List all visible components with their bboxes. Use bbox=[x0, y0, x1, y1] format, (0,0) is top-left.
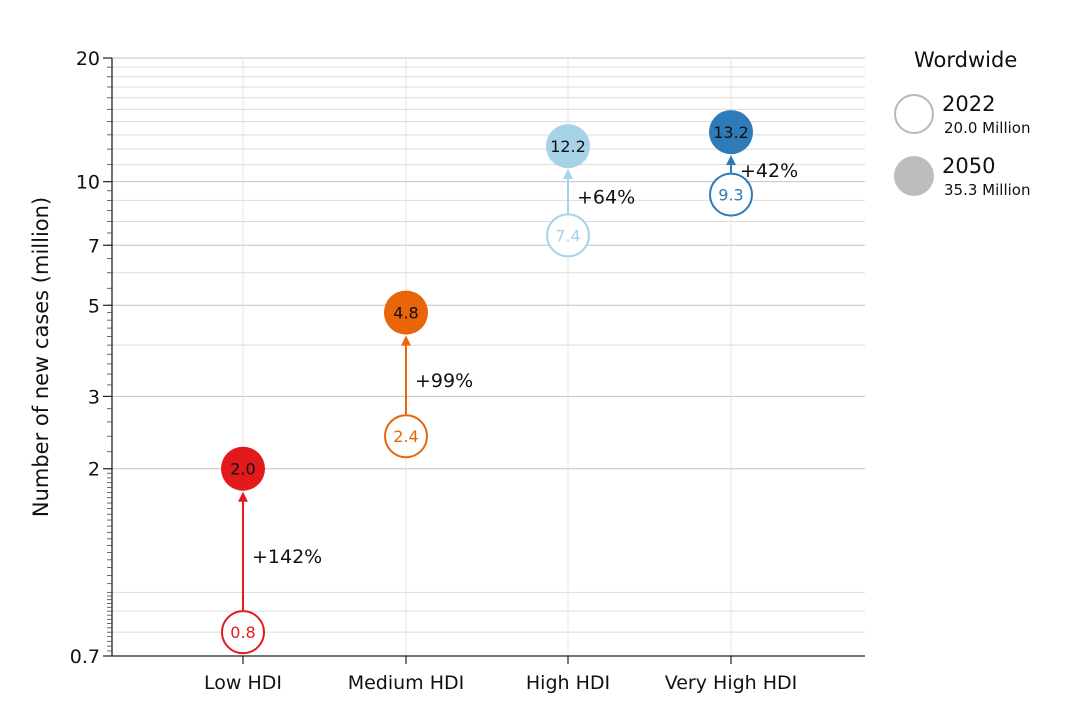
legend-total: 20.0 Million bbox=[944, 119, 1031, 137]
point-2050 bbox=[221, 446, 265, 491]
y-tick-label: 10 bbox=[76, 172, 100, 194]
change-arrow-head bbox=[401, 335, 411, 346]
legend-title: Wordwide bbox=[914, 48, 1018, 72]
legend-total: 35.3 Million bbox=[944, 181, 1031, 199]
y-tick-labels: 0.7 2 3 5 7 10 20 bbox=[70, 48, 100, 668]
category-group: 7.4 12.2 +64% bbox=[546, 124, 635, 258]
label-2050: 13.2 bbox=[713, 123, 749, 142]
y-axis-label: Number of new cases (million) bbox=[29, 197, 53, 517]
category-group: 2.4 4.8 +99% bbox=[384, 290, 473, 459]
y-tick-label: 3 bbox=[88, 386, 100, 408]
y-tick-label: 20 bbox=[76, 48, 100, 70]
label-2050: 12.2 bbox=[550, 137, 586, 156]
data-marks: 0.8 2.0 +142% 2.4 4.8 +99% 7.4 12.2 +64% 9.3 13.2 +… bbox=[221, 110, 798, 655]
category-group: 9.3 13.2 +42% bbox=[709, 110, 798, 217]
filled-circle-icon bbox=[894, 156, 934, 196]
legend-item-2050: 2050 35.3 Million bbox=[892, 154, 1072, 200]
x-tick-label: Very High HDI bbox=[665, 672, 798, 694]
y-tick-label: 2 bbox=[88, 459, 100, 481]
label-2022: 9.3 bbox=[718, 186, 743, 205]
axes bbox=[103, 57, 865, 664]
x-tick-label: Low HDI bbox=[204, 672, 282, 694]
legend-year: 2050 bbox=[942, 154, 996, 178]
legend-item-2022: 2022 20.0 Million bbox=[892, 92, 1072, 138]
point-2050 bbox=[546, 124, 590, 169]
grid-lines bbox=[112, 57, 865, 657]
x-tick-label: Medium HDI bbox=[348, 672, 465, 694]
point-2022 bbox=[709, 172, 753, 217]
point-2050 bbox=[709, 110, 753, 155]
legend: Wordwide 2022 20.0 Million 2050 35.3 Mil… bbox=[892, 44, 1072, 204]
label-2050: 2.0 bbox=[230, 460, 255, 479]
point-2022 bbox=[221, 610, 265, 655]
x-tick-labels: Low HDI Medium HDI High HDI Very High HDI bbox=[204, 672, 797, 694]
point-2050 bbox=[384, 290, 428, 335]
change-arrow-head bbox=[238, 491, 248, 502]
point-2022 bbox=[384, 414, 428, 459]
point-2022 bbox=[546, 213, 590, 258]
open-circle-icon bbox=[894, 94, 934, 134]
category-group: 0.8 2.0 +142% bbox=[221, 446, 322, 655]
label-2022: 7.4 bbox=[555, 226, 580, 245]
change-label: +42% bbox=[740, 160, 798, 182]
change-label: +99% bbox=[415, 370, 473, 392]
label-2050: 4.8 bbox=[393, 304, 418, 323]
y-tick-label: 5 bbox=[88, 295, 100, 317]
change-label: +64% bbox=[577, 186, 635, 208]
label-2022: 0.8 bbox=[230, 623, 255, 642]
x-tick-label: High HDI bbox=[526, 672, 610, 694]
change-arrow-head bbox=[726, 155, 736, 166]
change-arrow-head bbox=[563, 169, 573, 180]
legend-year: 2022 bbox=[942, 92, 996, 116]
label-2022: 2.4 bbox=[393, 427, 418, 446]
y-tick-label: 0.7 bbox=[70, 646, 100, 668]
change-label: +142% bbox=[252, 546, 322, 568]
y-tick-label: 7 bbox=[88, 235, 100, 257]
